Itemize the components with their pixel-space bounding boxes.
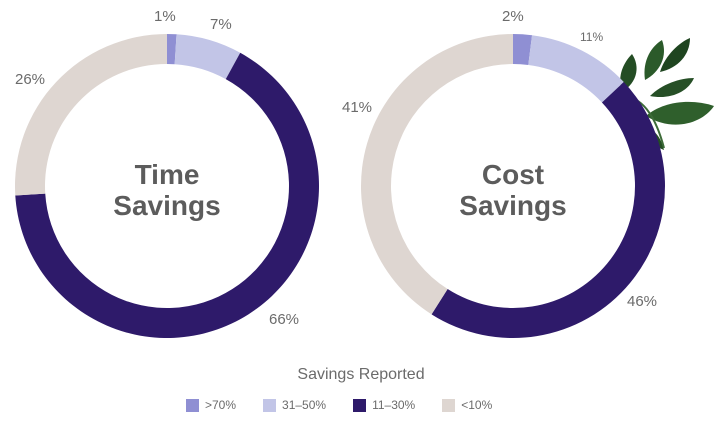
legend-swatch-31-50 [263, 398, 277, 412]
cost-slice-label-11-30: 46% [627, 293, 658, 310]
cost-slice-label-under10: 41% [342, 99, 373, 116]
time-donut-slice-3 [14, 34, 167, 196]
legend-label-under10: <10% [461, 398, 493, 412]
cost-donut-slice-2 [431, 81, 666, 338]
leaf-decoration [620, 38, 714, 150]
legend-item-over70: >70% [186, 398, 236, 412]
time-slice-label-under10: 26% [15, 71, 46, 88]
cost-donut-slice-3 [360, 34, 513, 315]
legend-title: Savings Reported [297, 366, 425, 383]
legend-swatch-over70 [186, 398, 199, 412]
cost-savings-label-line-1: Cost [481, 159, 545, 190]
cost-donut-slice-0 [513, 34, 533, 65]
time-savings-label-line-1: Time [134, 159, 200, 190]
time-slice-label-over70: 1% [154, 8, 176, 25]
time-donut-slice-1 [174, 34, 241, 80]
cost-donut-slice-1 [528, 35, 624, 103]
time-slice-label-11-30: 66% [269, 311, 300, 328]
time-donut-slice-0 [167, 34, 177, 65]
leaf-2 [644, 40, 665, 80]
legend-label-11-30: 11–30% [372, 398, 416, 412]
leaf-3 [660, 38, 690, 72]
legend-label-over70: >70% [205, 398, 237, 412]
cost-slice-label-over70: 2% [502, 8, 524, 25]
leaf-5 [646, 101, 714, 125]
legend-item-under10: <10% [442, 398, 492, 412]
cost-savings-label-line-2: Savings [459, 190, 567, 221]
legend-item-11-30: 11–30% [353, 398, 415, 412]
leaf-4 [650, 78, 694, 98]
legend-label-31-50: 31–50% [282, 398, 327, 412]
time-slice-label-31-50: 7% [210, 16, 232, 33]
time-savings-center-label: Time Savings [67, 159, 267, 221]
legend: >70% 31–50% 11–30% <10% [186, 398, 492, 412]
cost-slice-label-31-50: 11% [580, 30, 604, 44]
donut-group [14, 34, 666, 338]
time-savings-label-line-2: Savings [113, 190, 221, 221]
legend-swatch-11-30 [353, 398, 367, 412]
legend-swatch-under10 [442, 398, 456, 412]
cost-savings-center-label: Cost Savings [413, 159, 613, 221]
legend-item-31-50: 31–50% [263, 398, 326, 412]
